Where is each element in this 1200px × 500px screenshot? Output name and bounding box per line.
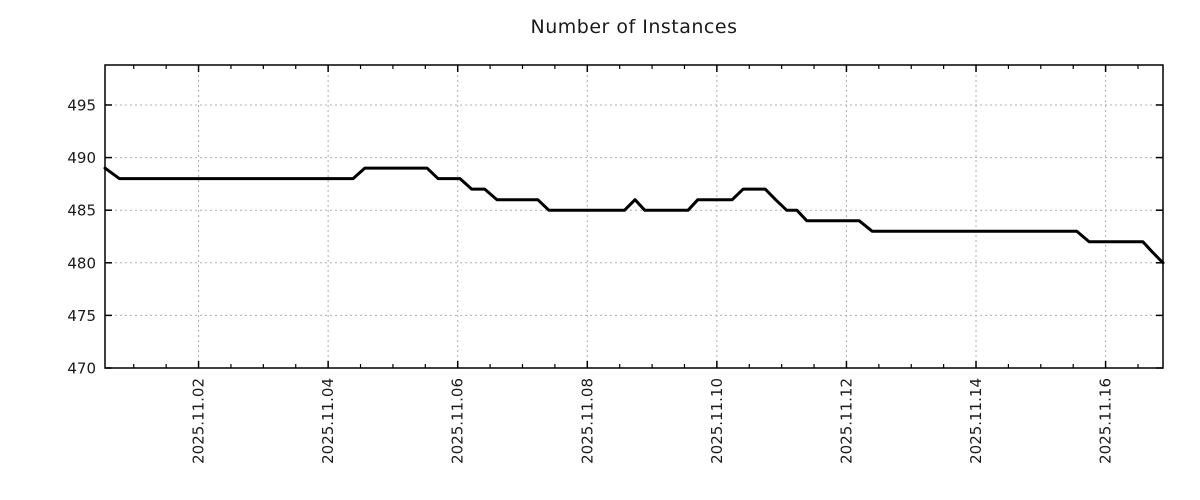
x-tick-label-group: 2025.11.02 bbox=[190, 378, 208, 464]
x-tick-label-group: 2025.11.06 bbox=[449, 378, 467, 464]
x-tick-label: 2025.11.06 bbox=[449, 378, 467, 464]
x-tick-label: 2025.11.14 bbox=[967, 378, 985, 464]
x-tick-label: 2025.11.16 bbox=[1097, 378, 1115, 464]
plot-border bbox=[104, 64, 1164, 369]
x-tick-label-group: 2025.11.14 bbox=[967, 378, 985, 464]
x-tick-label-group: 2025.11.12 bbox=[837, 378, 855, 464]
x-tick-label-group: 2025.11.16 bbox=[1097, 378, 1115, 464]
y-tick-label: 470 bbox=[67, 360, 96, 378]
y-tick-label: 485 bbox=[67, 202, 96, 220]
y-tick-label: 480 bbox=[67, 254, 96, 272]
y-tick-label: 495 bbox=[67, 96, 96, 114]
x-tick-label: 2025.11.08 bbox=[578, 378, 596, 464]
chart-title: Number of Instances bbox=[530, 16, 738, 38]
data-line bbox=[103, 166, 1165, 265]
x-tick-label: 2025.11.02 bbox=[190, 378, 208, 464]
x-tick-label-group: 2025.11.08 bbox=[578, 378, 596, 464]
y-tick-label: 475 bbox=[67, 307, 96, 325]
y-tick-label: 490 bbox=[67, 149, 96, 167]
x-tick-label-group: 2025.11.04 bbox=[319, 378, 337, 464]
x-tick-label: 2025.11.10 bbox=[708, 378, 726, 464]
x-tick-label: 2025.11.04 bbox=[319, 378, 337, 464]
x-tick-label-group: 2025.11.10 bbox=[708, 378, 726, 464]
x-tick-label: 2025.11.12 bbox=[837, 378, 855, 464]
